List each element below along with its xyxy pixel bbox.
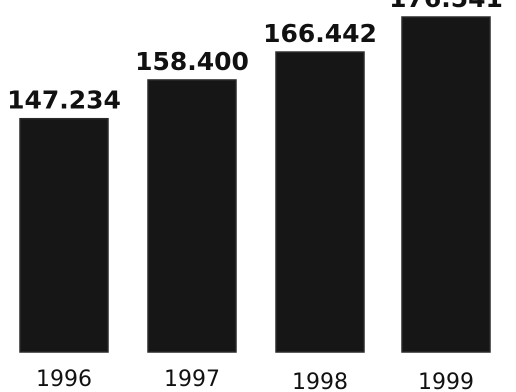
bar-1998 — [275, 51, 365, 353]
category-label-1999: 1999 — [418, 370, 474, 392]
bar-1999 — [401, 16, 491, 353]
value-label-1998: 166.442 — [263, 19, 377, 48]
value-label-1996: 147.234 — [7, 86, 121, 115]
value-label-1997: 158.400 — [135, 47, 249, 76]
value-labels-group: 147.234 158.400 166.442 176.541 — [7, 0, 503, 115]
category-labels-group: 1996 1997 1998 1999 — [36, 367, 474, 392]
category-label-1998: 1998 — [292, 370, 348, 392]
bar-1997 — [147, 79, 237, 353]
bars-group — [19, 16, 491, 353]
category-label-1997: 1997 — [164, 367, 220, 392]
category-label-1996: 1996 — [36, 367, 92, 392]
bar-1996 — [19, 117, 109, 353]
value-label-1999: 176.541 — [389, 0, 503, 13]
